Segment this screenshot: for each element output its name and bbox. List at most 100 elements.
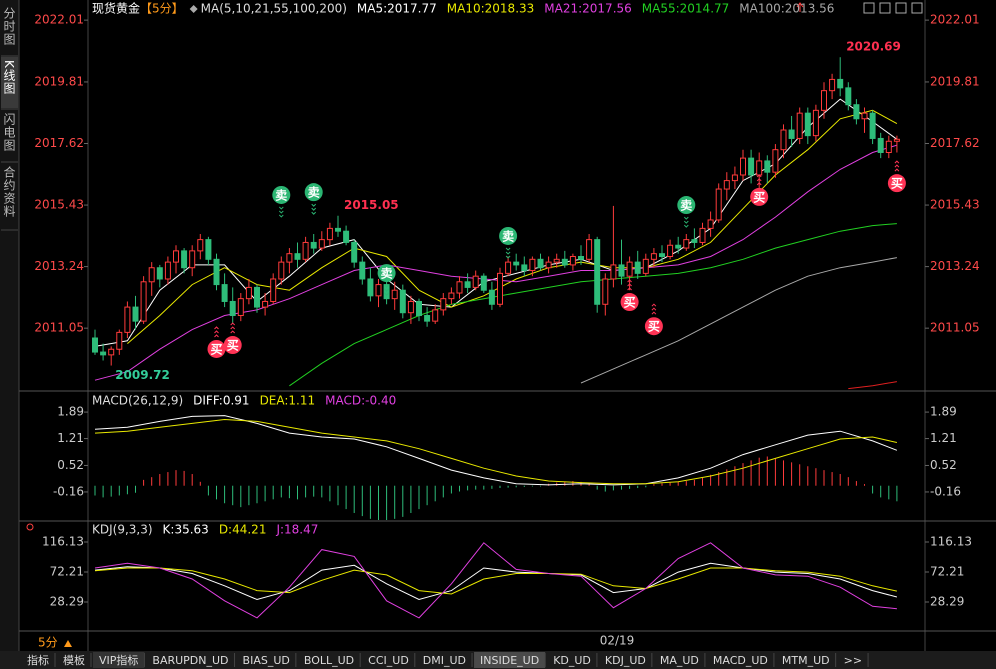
candle-body (821, 90, 827, 111)
icon[interactable] (879, 2, 891, 14)
sidebar-tab[interactable]: 分时图 (2, 7, 16, 46)
y-tick-label: 2019.81 (34, 74, 84, 88)
tab-label[interactable]: KD_UD (553, 654, 591, 667)
signal-label: 卖 (308, 185, 320, 200)
signal-arrow (683, 220, 689, 224)
candle-body (561, 258, 568, 266)
candle-body (351, 241, 358, 263)
tab-label[interactable]: MTM_UD (782, 654, 830, 667)
signal-label: 买 (753, 190, 765, 204)
tab-group: >> (844, 653, 869, 667)
candle-body (772, 149, 779, 173)
tab-label[interactable]: 指标 (27, 653, 49, 667)
legend-entry: MA5:2017.77 (357, 2, 437, 16)
candle-body (877, 137, 884, 154)
candle-body (391, 289, 398, 300)
candle-body (578, 255, 584, 260)
indicator-title: KDJ(9,3,3) (92, 523, 153, 537)
legend-entry: MA100:2013.56 (739, 2, 834, 16)
legend-entry: D:44.21 (219, 523, 267, 537)
tab[interactable] (474, 652, 546, 668)
candle-body (156, 267, 163, 280)
tab-label[interactable]: CCI_UD (368, 654, 409, 667)
candle-body (748, 157, 755, 176)
candle-body (148, 267, 155, 283)
sidebar-tab[interactable]: 合约资料 (2, 165, 16, 218)
signal-arrow (230, 322, 236, 326)
candle-body (594, 239, 601, 305)
tab-label[interactable]: BIAS_UD (243, 654, 290, 667)
candle-body (497, 272, 503, 305)
tab-label[interactable]: BOLL_UD (304, 654, 354, 667)
candle-body (173, 250, 179, 263)
signal-arrow (683, 216, 689, 220)
candle-body (181, 250, 188, 269)
candle-body (197, 239, 204, 252)
candle-body (286, 253, 293, 263)
candle-body (92, 337, 98, 353)
candle-body (715, 188, 722, 221)
candle-body (294, 253, 301, 260)
tab-label[interactable]: >> (844, 654, 862, 667)
signal-marker (677, 196, 696, 215)
indicator-line (94, 418, 898, 485)
candle-body (343, 230, 350, 243)
candle-body (424, 315, 431, 322)
tab-group: 指标 (27, 653, 56, 667)
candle-body (448, 292, 455, 300)
legend-entry: MACD:-0.40 (325, 394, 396, 408)
signal-arrow (230, 330, 236, 334)
candle-body (845, 87, 852, 106)
candle-body (513, 261, 520, 266)
candle-body (100, 351, 107, 356)
indicator-line (848, 381, 897, 390)
candle-body (335, 227, 341, 232)
signal-label: 卖 (381, 266, 393, 281)
y-tick-label: 116.13 (42, 534, 84, 548)
tab-label[interactable]: BARUPDN_UD (152, 654, 228, 667)
icon[interactable] (895, 2, 907, 14)
indicator-line (94, 562, 898, 601)
tab-label[interactable]: DMI_UD (423, 654, 466, 667)
tab-label[interactable]: MA_UD (660, 654, 699, 667)
tab-group: MA_UD (660, 653, 706, 667)
candle-body (164, 261, 171, 280)
indicator-line (94, 415, 898, 486)
candle-body (124, 306, 131, 333)
signal-marker (272, 185, 291, 204)
tab-group: BARUPDN_UD (152, 653, 236, 667)
period-label: 【5分】 (140, 2, 184, 16)
signal-arrow (894, 164, 900, 168)
candle-body (375, 284, 382, 297)
candle-body (569, 255, 576, 266)
tab[interactable] (93, 652, 145, 668)
y-tick-label: 28.29 (930, 594, 964, 608)
y-tick-label: 1.89 (930, 405, 957, 419)
candle-body (869, 112, 876, 139)
sidebar-tab[interactable]: 闪电图 (2, 113, 16, 152)
candle-body (618, 264, 625, 277)
signal-marker (207, 339, 226, 358)
signal-arrow (214, 330, 219, 334)
indicator-line (94, 567, 898, 595)
y-tick-label: 2011.05 (930, 321, 980, 335)
signal-arrow (756, 182, 762, 186)
legend-entry: J:18.47 (275, 523, 318, 537)
signal-label: 买 (624, 296, 636, 310)
candle-body (602, 278, 609, 305)
tab-label[interactable]: VIP指标 (99, 653, 138, 667)
tab-label[interactable]: KDJ_UD (605, 654, 646, 667)
y-tick-label: 2022.01 (930, 13, 980, 27)
candle-body (691, 239, 698, 243)
tab-label[interactable]: INSIDE_UD (480, 654, 539, 667)
icon[interactable] (863, 2, 875, 14)
sidebar-tab[interactable]: K线图 (2, 60, 16, 95)
tab-label[interactable]: MACD_UD (713, 654, 768, 667)
period-selector[interactable]: 5分 (38, 636, 58, 650)
icon[interactable] (911, 2, 923, 14)
y-tick-label: 0.52 (930, 458, 957, 472)
price-extreme-label: 2015.05 (344, 198, 399, 212)
ma-icon (189, 5, 198, 13)
tab-label[interactable]: 模板 (63, 653, 85, 667)
